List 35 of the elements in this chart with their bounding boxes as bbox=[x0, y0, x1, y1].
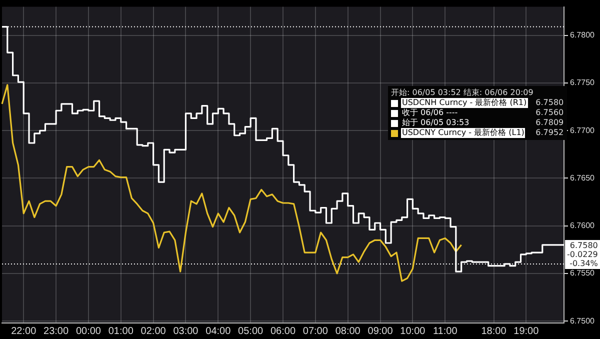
x-tick-label: 23:00 bbox=[44, 326, 69, 337]
text: 6.7580 bbox=[568, 240, 598, 250]
y-tick-label: 6.7700 bbox=[570, 126, 596, 135]
x-tick-label: 01:00 bbox=[108, 326, 134, 337]
y-tick-label: 6.7750 bbox=[570, 78, 596, 88]
x-tick-label: 02:00 bbox=[140, 326, 166, 337]
legend-title: 开始: 06/05 03:52 结束: 06/06 20:09 bbox=[391, 88, 534, 98]
x-tick-label: 00:00 bbox=[76, 326, 102, 337]
x-tick-label: 08:00 bbox=[335, 326, 361, 337]
x-tick-label: 10:00 bbox=[400, 326, 426, 337]
annotation: 收于 06/06 ---- bbox=[401, 108, 459, 118]
x-tick-label: 06:00 bbox=[270, 326, 296, 337]
y-tick-label: 6.7800 bbox=[570, 30, 596, 40]
x-tick-label: 11:00 bbox=[432, 326, 458, 337]
x-tick-label: 04:00 bbox=[206, 326, 232, 337]
annotation: 始于 06/05 03:53 bbox=[401, 118, 470, 128]
annotation: 6.7560 bbox=[534, 108, 564, 118]
y-tick-label: 6.7550 bbox=[570, 268, 596, 278]
text: -0.0229 bbox=[567, 250, 598, 259]
x-tick-label: 22:00 bbox=[11, 326, 37, 337]
text: -0.34% bbox=[568, 258, 598, 268]
legend-label: USDCNY Curncy - 最新价格 (L1) bbox=[401, 128, 526, 138]
y-tick-label: 6.7650 bbox=[570, 173, 596, 182]
x-tick-label: 09:00 bbox=[368, 326, 394, 337]
annotation: 6.7809 bbox=[534, 118, 564, 128]
x-tick-label: 18:00 bbox=[481, 326, 507, 337]
annotation: 6.7952 bbox=[534, 128, 564, 138]
x-tick-label: 05:00 bbox=[238, 326, 264, 337]
x-tick-label: 07:00 bbox=[302, 326, 328, 337]
x-tick-label: 03:00 bbox=[173, 326, 199, 337]
x-tick-label: 19:00 bbox=[514, 326, 540, 337]
y-tick-label: 6.7600 bbox=[570, 221, 596, 230]
annotation: 6.7580 bbox=[534, 98, 564, 108]
legend-label: USDCNH Curncy - 最新价格 (R1) bbox=[401, 98, 528, 108]
y-tick-label: 6.7500 bbox=[570, 316, 596, 326]
